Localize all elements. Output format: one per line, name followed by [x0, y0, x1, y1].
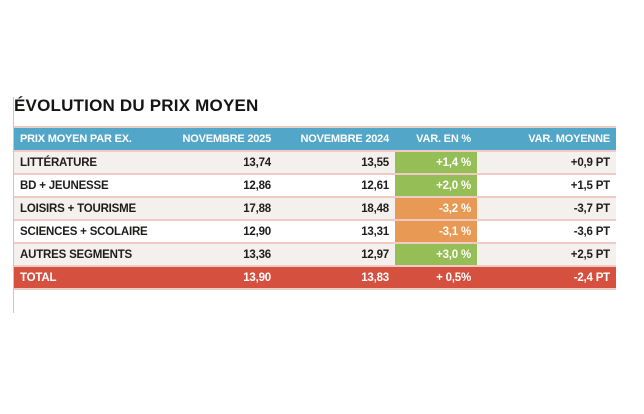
cell-label: TOTAL [14, 266, 174, 290]
column-header-nov2025: NOVEMBRE 2025 [174, 126, 277, 152]
column-header-label: PRIX MOYEN PAR EX. [14, 126, 174, 152]
table-row: SCIENCES + SCOLAIRE 12,90 13,31 -3,1 % -3,6 … [14, 220, 616, 244]
cell-var_pct: -3,1 % [395, 220, 477, 244]
cell-nov2024: 12,97 [277, 243, 395, 267]
cell-label: SCIENCES + SCOLAIRE [14, 220, 174, 244]
chart-title: ÉVOLUTION DU PRIX MOYEN [14, 96, 259, 115]
cell-nov2025: 13,36 [174, 243, 277, 267]
cell-nov2024: 13,31 [277, 220, 395, 244]
table-row: BD + JEUNESSE 12,86 12,61 +2,0 % +1,5 PT [14, 174, 616, 198]
column-header-var_pct: VAR. EN % [395, 126, 477, 152]
table-row: LOISIRS + TOURISME 17,88 18,48 -3,2 % -3,7 P… [14, 197, 616, 221]
cell-var_avg: -3,6 PT [477, 220, 616, 244]
cell-var_avg: -2,4 PT [477, 266, 616, 290]
price-evolution-panel: ÉVOLUTION DU PRIX MOYEN PRIX MOYEN PAR E… [14, 97, 616, 290]
cell-var_avg: +0,9 PT [477, 151, 616, 175]
cell-nov2025: 12,90 [174, 220, 277, 244]
cell-var_pct: +2,0 % [395, 174, 477, 198]
table-row: AUTRES SEGMENTS 13,36 12,97 +3,0 % +2,5 PT [14, 243, 616, 267]
column-header-nov2024: NOVEMBRE 2024 [277, 126, 395, 152]
table-header-row: PRIX MOYEN PAR EX. NOVEMBRE 2025 NOVEMBRE … [14, 126, 616, 152]
table-body: LITTÉRATURE 13,74 13,55 +1,4 % +0,9 PT BD + J… [14, 151, 616, 290]
cell-var_pct: +1,4 % [395, 151, 477, 175]
cell-nov2024: 13,83 [277, 266, 395, 290]
total-row: TOTAL 13,90 13,83 + 0,5% -2,4 PT [14, 266, 616, 290]
cell-var_pct: + 0,5% [395, 266, 477, 290]
cell-var_pct: -3,2 % [395, 197, 477, 221]
cell-var_pct: +3,0 % [395, 243, 477, 267]
cell-nov2025: 17,88 [174, 197, 277, 221]
cell-nov2024: 13,55 [277, 151, 395, 175]
cell-nov2025: 13,74 [174, 151, 277, 175]
price-table: PRIX MOYEN PAR EX. NOVEMBRE 2025 NOVEMBRE … [14, 126, 616, 290]
cell-var_avg: +1,5 PT [477, 174, 616, 198]
cell-label: LOISIRS + TOURISME [14, 197, 174, 221]
cell-var_avg: +2,5 PT [477, 243, 616, 267]
cell-var_avg: -3,7 PT [477, 197, 616, 221]
table-row: LITTÉRATURE 13,74 13,55 +1,4 % +0,9 PT [14, 151, 616, 175]
cell-nov2025: 13,90 [174, 266, 277, 290]
cell-label: BD + JEUNESSE [14, 174, 174, 198]
left-rule-line [13, 97, 14, 313]
cell-nov2025: 12,86 [174, 174, 277, 198]
cell-label: LITTÉRATURE [14, 151, 174, 175]
cell-nov2024: 12,61 [277, 174, 395, 198]
column-header-var_avg: VAR. MOYENNE [477, 126, 616, 152]
cell-label: AUTRES SEGMENTS [14, 243, 174, 267]
cell-nov2024: 18,48 [277, 197, 395, 221]
